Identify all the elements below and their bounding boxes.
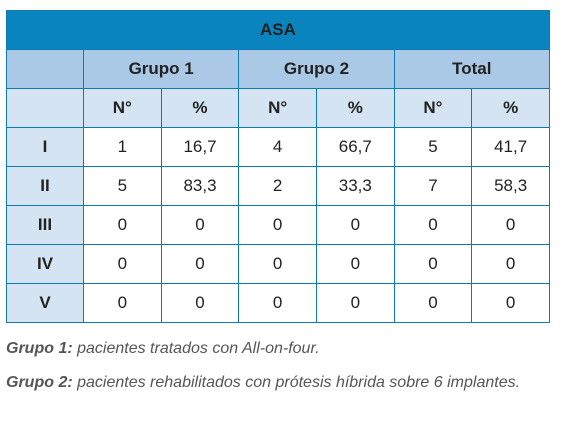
subheader-count: N° — [83, 88, 162, 128]
table-cell: 83,3 — [160, 166, 240, 206]
table-cell: 0 — [238, 205, 317, 245]
table-cell: 0 — [238, 244, 317, 284]
table-cell: 0 — [471, 283, 550, 323]
table-row: II 5 83,3 2 33,3 7 58,3 — [6, 166, 550, 206]
table-row: III 0 0 0 0 0 0 — [6, 205, 550, 245]
table-cell: 0 — [315, 283, 395, 323]
note-text: pacientes tratados con All-on-four. — [72, 340, 320, 357]
table-cell: 16,7 — [160, 127, 240, 167]
row-label: III — [6, 205, 84, 245]
table-cell: 2 — [238, 166, 317, 206]
note-text: pacientes rehabilitados con prótesis híb… — [72, 374, 521, 391]
table-notes: Grupo 1: pacientes tratados con All-on-f… — [6, 336, 546, 404]
corner-cell — [6, 88, 84, 128]
table-cell: 41,7 — [471, 127, 550, 167]
note-grupo-1: Grupo 1: pacientes tratados con All-on-f… — [6, 336, 546, 362]
table-cell: 0 — [83, 244, 162, 284]
table-cell: 0 — [471, 244, 550, 284]
asa-table: ASA Grupo 1 Grupo 2 Total N° % N° % N° %… — [6, 10, 550, 323]
subheader-row: N° % N° % N° % — [6, 88, 550, 128]
table-title: ASA — [6, 10, 550, 50]
subheader-count: N° — [238, 88, 317, 128]
table-cell: 0 — [160, 244, 240, 284]
table-title-row: ASA — [6, 10, 550, 50]
group-header-total: Total — [393, 49, 550, 89]
table-cell: 5 — [393, 127, 473, 167]
table-cell: 1 — [83, 127, 162, 167]
asa-table-container: ASA Grupo 1 Grupo 2 Total N° % N° % N° %… — [6, 10, 550, 323]
corner-cell — [6, 49, 84, 89]
table-cell: 58,3 — [471, 166, 550, 206]
table-cell: 0 — [471, 205, 550, 245]
table-cell: 0 — [83, 205, 162, 245]
table-cell: 5 — [83, 166, 162, 206]
note-term: Grupo 2: — [6, 374, 73, 391]
table-cell: 0 — [393, 283, 473, 323]
group-header-2: Grupo 2 — [238, 49, 395, 89]
note-grupo-2: Grupo 2: pacientes rehabilitados con pró… — [6, 370, 546, 396]
row-label: IV — [6, 244, 84, 284]
row-label: V — [6, 283, 84, 323]
table-cell: 4 — [238, 127, 317, 167]
subheader-percent: % — [471, 88, 550, 128]
table-cell: 0 — [160, 205, 240, 245]
table-cell: 0 — [315, 205, 395, 245]
table-row: IV 0 0 0 0 0 0 — [6, 244, 550, 284]
subheader-percent: % — [160, 88, 240, 128]
table-cell: 7 — [393, 166, 473, 206]
subheader-count: N° — [393, 88, 473, 128]
table-cell: 0 — [393, 205, 473, 245]
table-cell: 33,3 — [315, 166, 395, 206]
table-cell: 0 — [83, 283, 162, 323]
row-label: II — [6, 166, 84, 206]
table-cell: 0 — [315, 244, 395, 284]
table-row: I 1 16,7 4 66,7 5 41,7 — [6, 127, 550, 167]
table-cell: 0 — [393, 244, 473, 284]
row-label: I — [6, 127, 84, 167]
table-cell: 0 — [160, 283, 240, 323]
table-cell: 0 — [238, 283, 317, 323]
group-header-1: Grupo 1 — [82, 49, 240, 89]
note-term: Grupo 1: — [6, 340, 73, 357]
table-cell: 66,7 — [315, 127, 395, 167]
subheader-percent: % — [315, 88, 395, 128]
group-header-row: Grupo 1 Grupo 2 Total — [6, 49, 550, 89]
table-body: I 1 16,7 4 66,7 5 41,7 II 5 83,3 2 33,3 7 58,3 III 0 0 0 0… — [6, 127, 550, 323]
